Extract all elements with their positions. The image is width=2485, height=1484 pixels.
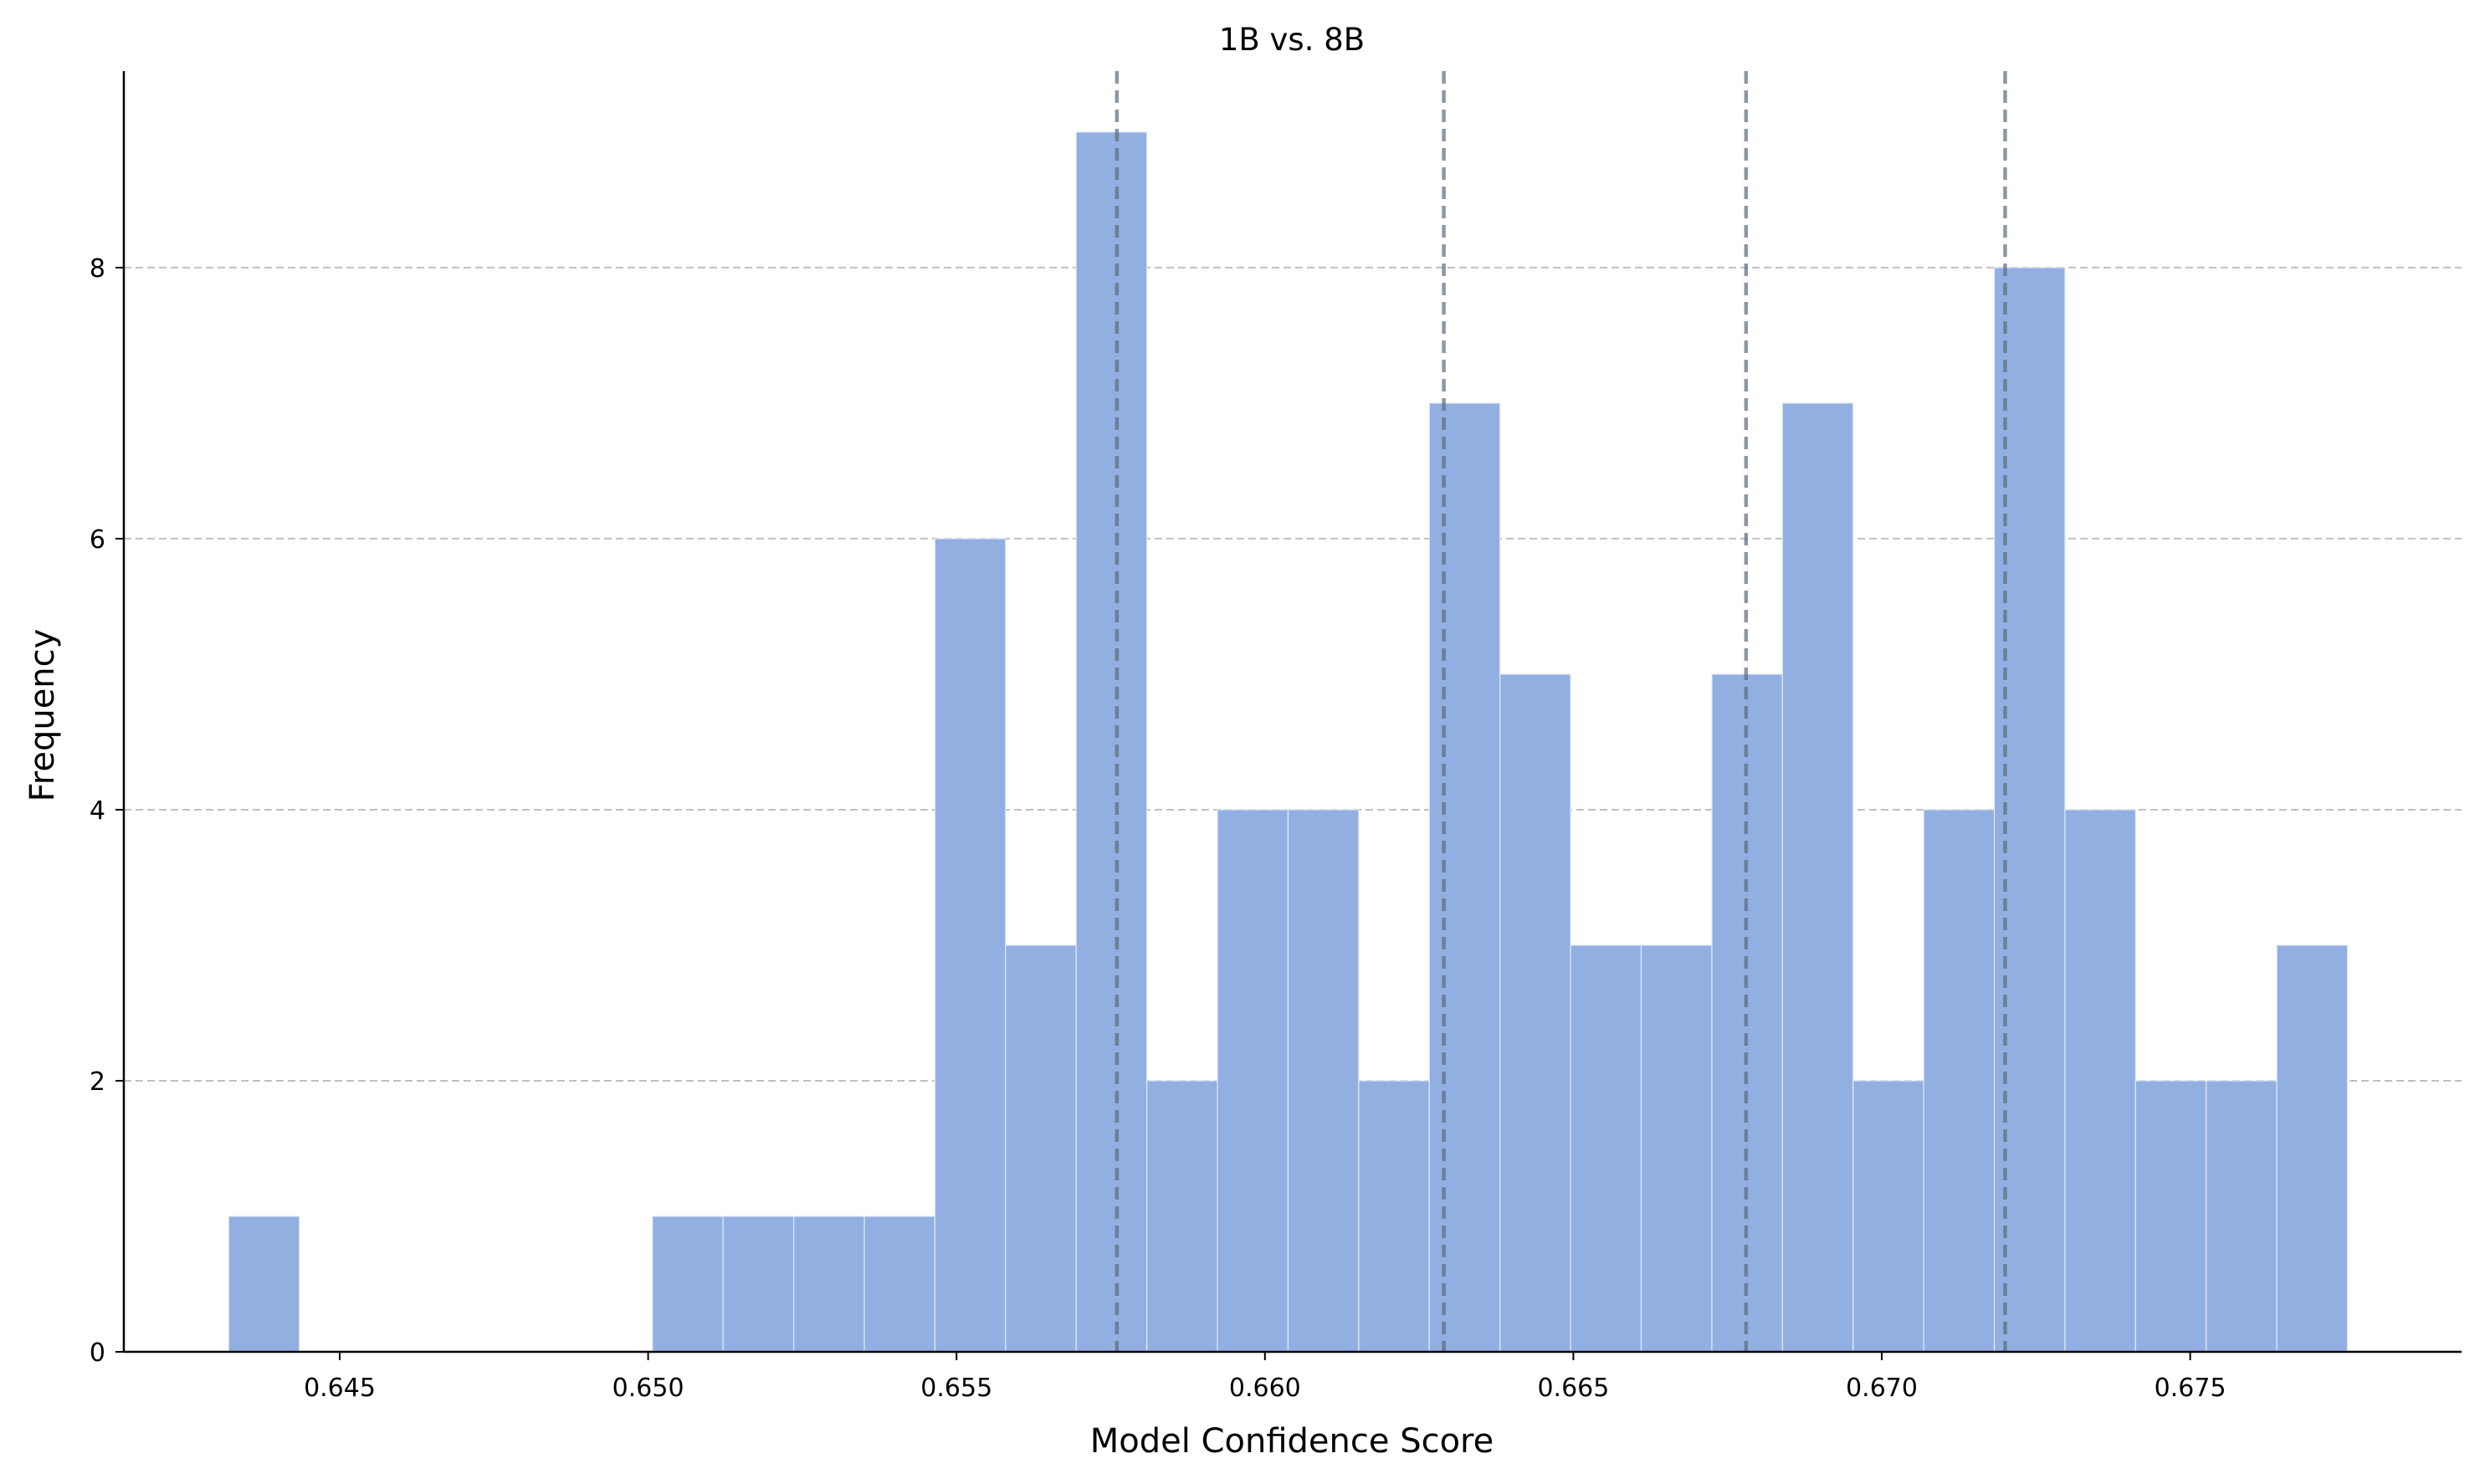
histogram-bar (722, 1215, 795, 1353)
histogram-bar (228, 1215, 300, 1353)
reference-lines (1114, 71, 2007, 1352)
histogram-bar (2276, 944, 2349, 1353)
x-tick-label: 0.670 (1846, 1374, 1918, 1403)
histogram-bar (1852, 1080, 1924, 1353)
x-tick-label: 0.675 (2155, 1374, 2226, 1403)
histogram-bar (1287, 809, 1360, 1353)
histogram-bar (2064, 809, 2136, 1353)
histogram-bar (1217, 809, 1289, 1353)
histogram-bars (228, 131, 2349, 1353)
histogram-bar (2206, 1080, 2277, 1353)
x-tick-label: 0.665 (1537, 1374, 1609, 1403)
axes (122, 71, 2462, 1354)
histogram-bar (934, 538, 1007, 1353)
histogram-bar (1923, 809, 1996, 1353)
y-tick-label: 4 (90, 796, 105, 826)
y-tick-label: 2 (90, 1067, 105, 1097)
histogram-bar (1570, 944, 1642, 1353)
histogram-bar (1640, 944, 1713, 1353)
y-tick-label: 6 (90, 525, 105, 555)
histogram-bar (1428, 402, 1501, 1353)
y-tick-label: 0 (90, 1338, 105, 1368)
x-tick-label: 0.655 (920, 1374, 992, 1403)
x-axis-label: Model Confidence Score (1090, 1422, 1494, 1461)
y-tick-label: 8 (90, 254, 105, 284)
histogram-bar (1781, 402, 1854, 1353)
chart-title: 1B vs. 8B (1219, 22, 1365, 58)
histogram-bar (1075, 131, 1148, 1353)
histogram-bar (863, 1215, 936, 1353)
y-ticks: 0 2 4 6 8 (90, 254, 124, 1368)
histogram-bar (1146, 1080, 1218, 1353)
x-tick-label: 0.660 (1229, 1374, 1301, 1403)
x-ticks: 0.645 0.650 0.655 0.660 0.665 0.670 0.675 (304, 1352, 2226, 1403)
y-axis-label: Frequency (23, 629, 62, 802)
histogram-bar (1005, 944, 1077, 1353)
x-tick-label: 0.645 (304, 1374, 376, 1403)
histogram-bar (793, 1215, 865, 1353)
x-tick-label: 0.650 (612, 1374, 684, 1403)
histogram-bar (2134, 1080, 2207, 1353)
histogram-bar (1499, 673, 1571, 1353)
histogram-bar (1358, 1080, 1430, 1353)
histogram-bar (652, 1215, 724, 1353)
